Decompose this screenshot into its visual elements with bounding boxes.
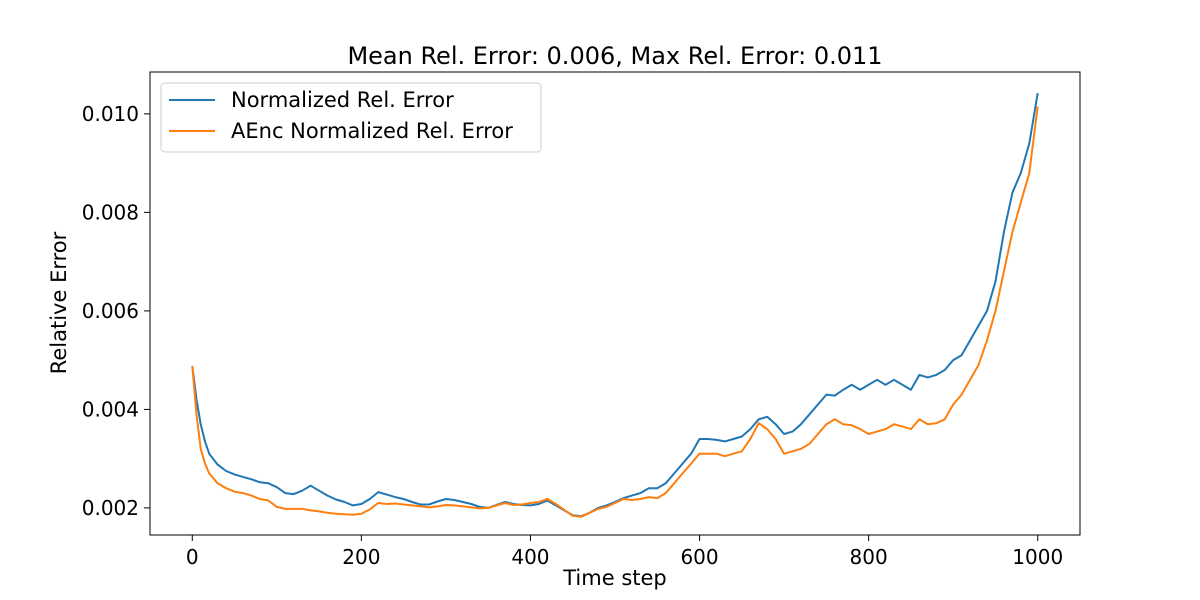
x-tick-label: 600 xyxy=(680,545,718,569)
x-tick-label: 800 xyxy=(850,545,888,569)
y-tick-label: 0.008 xyxy=(82,200,139,224)
x-tick-label: 0 xyxy=(186,545,199,569)
chart-title: Mean Rel. Error: 0.006, Max Rel. Error: … xyxy=(347,42,882,70)
legend: Normalized Rel. Error AEnc Normalized Re… xyxy=(160,82,542,153)
legend-label-normalized-rel-error: Normalized Rel. Error xyxy=(231,88,454,112)
x-axis-ticks: 0 200 400 600 800 1000 xyxy=(186,535,1063,569)
axes-frame xyxy=(149,71,1081,536)
x-tick-label: 400 xyxy=(511,545,549,569)
y-axis-ticks: 0.002 0.004 0.006 0.008 0.010 xyxy=(82,102,150,520)
y-tick-label: 0.010 xyxy=(82,102,139,126)
x-tick-label: 1000 xyxy=(1012,545,1063,569)
y-axis-label: Relative Error xyxy=(47,231,71,374)
y-tick-label: 0.006 xyxy=(82,299,139,323)
y-tick-label: 0.004 xyxy=(82,397,139,421)
series-line-normalized-rel-error xyxy=(191,93,1039,518)
x-axis-label: Time step xyxy=(562,566,667,590)
legend-label-aenc-normalized-rel-error: AEnc Normalized Rel. Error xyxy=(231,119,513,143)
y-tick-label: 0.002 xyxy=(82,496,139,520)
series-line-aenc-normalized-rel-error xyxy=(191,106,1039,518)
legend-box xyxy=(160,82,542,153)
x-tick-label: 200 xyxy=(342,545,380,569)
series-layer xyxy=(191,93,1039,518)
